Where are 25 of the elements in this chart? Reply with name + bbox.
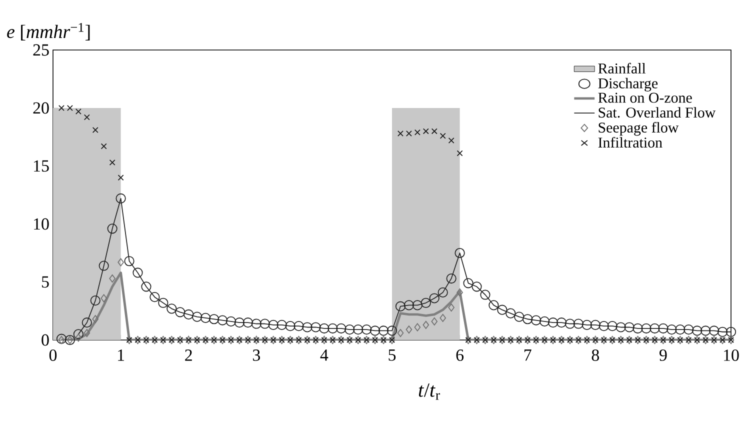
y-tick-label: 20: [33, 102, 49, 114]
legend-label: Seepage flow: [598, 122, 679, 136]
x-tick-label: 5: [388, 350, 396, 361]
y-axis-title: e [mmhr$^{−1}$]: [7, 22, 90, 40]
x-axis-title: t/t$_{r}$: [418, 384, 440, 400]
y-tick-label: 10: [34, 218, 49, 230]
x-tick-label: 9: [660, 350, 667, 361]
legend-label: Sat. Overland Flow: [598, 107, 716, 118]
legend-label: Rainfall: [598, 62, 646, 74]
legend-label: Infiltration: [598, 136, 662, 148]
legend-label: Rain on O-zone: [598, 92, 692, 103]
x-tick-label: 6: [456, 350, 464, 361]
x-tick-label: 2: [185, 350, 192, 361]
x-tick-label: 3: [252, 350, 260, 361]
y-tick-label: 0: [42, 334, 49, 346]
x-tick-label: 4: [320, 350, 328, 361]
x-tick-label: 1: [118, 350, 124, 361]
x-tick-label: 10: [724, 350, 739, 361]
x-tick-label: 7: [524, 350, 532, 361]
x-tick-label: 8: [592, 350, 599, 361]
y-tick-label: 5: [42, 276, 49, 288]
legend-label: Discharge: [598, 78, 658, 92]
y-tick-label: 25: [33, 44, 49, 56]
x-tick-label: 0: [49, 350, 57, 361]
y-tick-label: 15: [34, 160, 49, 172]
